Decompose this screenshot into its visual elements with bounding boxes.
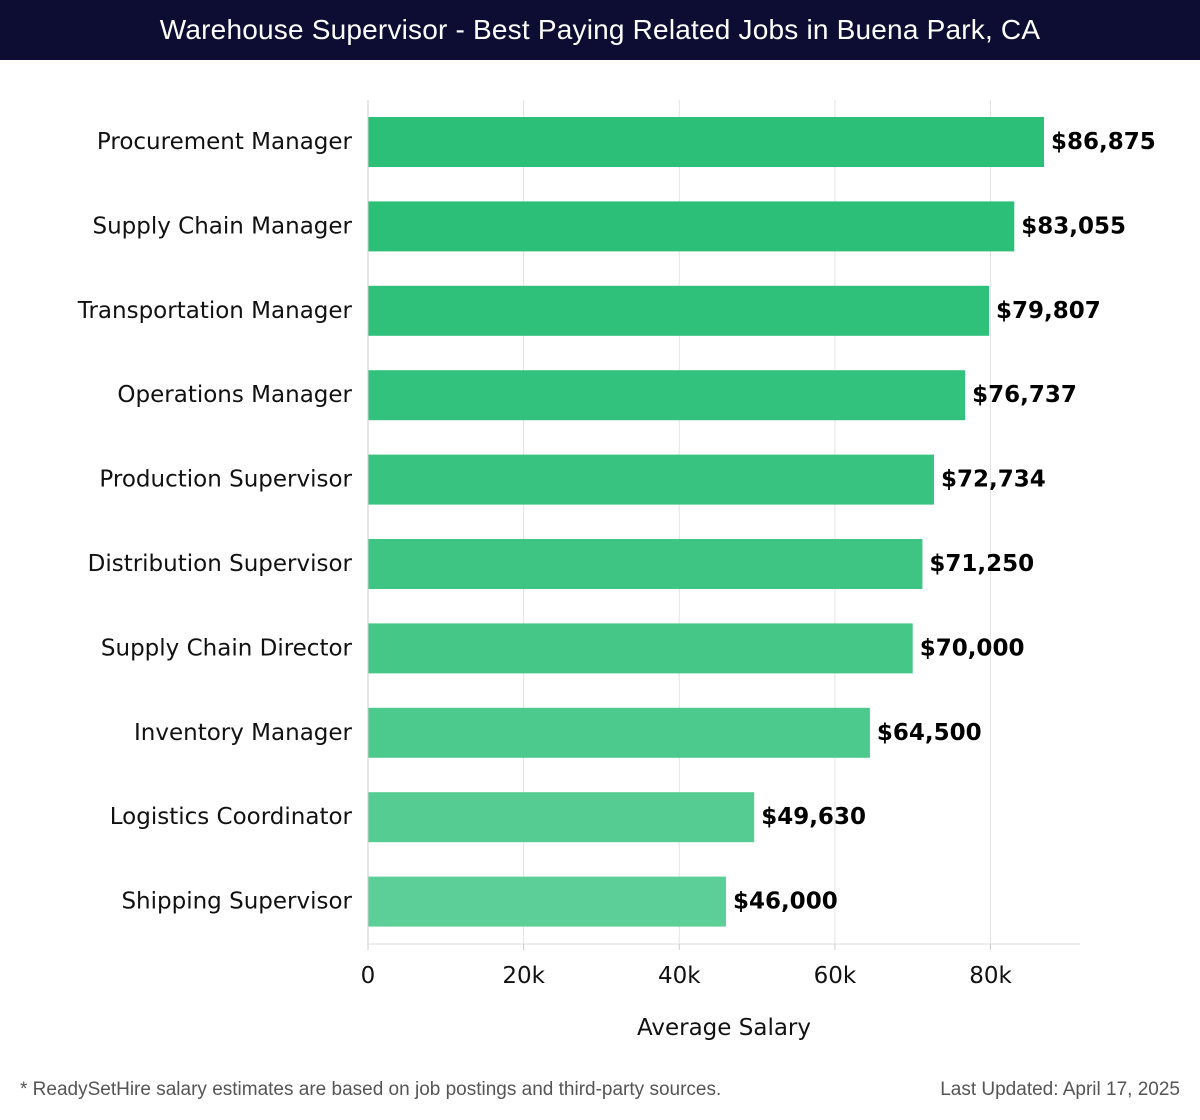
x-tick-label-1: 20k: [502, 963, 545, 989]
bar-chart: Procurement Manager $86,875 Supply Chain M…: [77, 100, 1156, 1041]
data-label-4: $72,734: [941, 467, 1046, 493]
x-tick-label-3: 60k: [814, 963, 857, 989]
data-label-1: $83,055: [1021, 213, 1126, 239]
category-label-4: Production Supervisor: [99, 467, 352, 493]
data-label-2: $79,807: [996, 298, 1101, 324]
data-label-6: $70,000: [920, 635, 1025, 661]
category-label-3: Operations Manager: [117, 382, 352, 408]
last-updated: Last Updated: April 17, 2025: [940, 1079, 1180, 1100]
x-axis-title: Average Salary: [637, 1015, 811, 1041]
data-label-3: $76,737: [972, 382, 1077, 408]
category-label-2: Transportation Manager: [77, 298, 353, 324]
category-label-9: Shipping Supervisor: [121, 889, 352, 915]
bar-1: [368, 201, 1015, 252]
category-label-1: Supply Chain Manager: [92, 213, 352, 239]
bar-6: [368, 623, 913, 674]
bar-5: [368, 539, 923, 589]
bar-8: [368, 792, 755, 843]
category-label-5: Distribution Supervisor: [88, 551, 353, 577]
bar-2: [368, 285, 990, 336]
data-label-5: $71,250: [929, 551, 1034, 577]
bar-4: [368, 454, 934, 505]
bar-7: [368, 707, 870, 758]
bar-3: [368, 370, 966, 421]
footer-note: * ReadySetHire salary estimates are base…: [20, 1079, 722, 1100]
bar-9: [368, 876, 726, 927]
bar-0: [368, 117, 1045, 167]
category-label-7: Inventory Manager: [134, 720, 353, 746]
data-label-9: $46,000: [733, 889, 838, 915]
category-label-6: Supply Chain Director: [101, 635, 353, 661]
x-tick-label-2: 40k: [658, 963, 701, 989]
data-label-7: $64,500: [877, 720, 982, 746]
chart-title: Warehouse Supervisor - Best Paying Relat…: [0, 0, 1200, 60]
data-label-0: $86,875: [1051, 129, 1156, 155]
x-tick-label-0: 0: [361, 963, 376, 989]
x-tick-label-4: 80k: [969, 963, 1012, 989]
category-label-0: Procurement Manager: [97, 129, 353, 155]
data-label-8: $49,630: [761, 804, 866, 830]
category-label-8: Logistics Coordinator: [110, 804, 353, 830]
